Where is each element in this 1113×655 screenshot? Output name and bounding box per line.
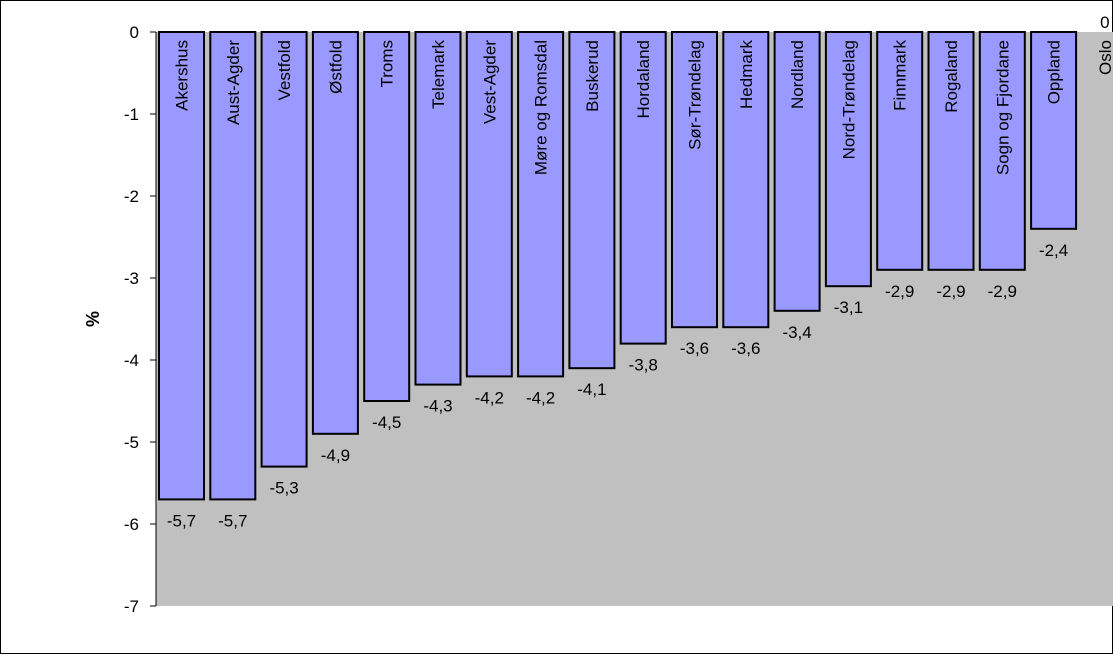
category-label: Møre og Romsdal — [532, 40, 551, 175]
data-label: -5,7 — [167, 511, 196, 530]
data-label: -4,5 — [372, 413, 401, 432]
data-label: -4,1 — [577, 380, 606, 399]
data-label: -3,6 — [680, 339, 709, 358]
data-label: -4,2 — [526, 388, 555, 407]
data-label: -4,2 — [475, 388, 504, 407]
y-tick-label: -4 — [124, 351, 139, 370]
y-axis-title: % — [83, 311, 103, 327]
data-label: -2,9 — [936, 282, 965, 301]
data-label: -4,9 — [321, 446, 350, 465]
y-tick-label: -7 — [124, 597, 139, 616]
category-label: Telemark — [429, 40, 448, 109]
category-label: Vestfold — [275, 40, 294, 101]
category-label: Oslo — [1096, 40, 1113, 75]
data-label: -3,6 — [731, 339, 760, 358]
category-label: Østfold — [326, 40, 345, 94]
category-label: Aust-Agder — [224, 40, 243, 125]
data-label: -4,3 — [423, 397, 452, 416]
y-tick-label: -2 — [124, 187, 139, 206]
category-label: Finnmark — [891, 40, 910, 111]
category-label: Rogaland — [942, 40, 961, 113]
category-label: Sogn og Fjordane — [993, 40, 1012, 175]
data-label: -2,9 — [885, 282, 914, 301]
data-label: -3,1 — [834, 298, 863, 317]
data-label: -2,9 — [988, 282, 1017, 301]
data-label: -2,4 — [1039, 241, 1068, 260]
category-label: Sør-Trøndelag — [686, 40, 705, 150]
y-tick-label: -5 — [124, 433, 139, 452]
category-label: Akershus — [173, 40, 192, 111]
data-label: -5,3 — [269, 479, 298, 498]
data-label: -3,8 — [629, 356, 658, 375]
category-label: Hordaland — [634, 40, 653, 118]
category-label: Nordland — [788, 40, 807, 109]
category-label: Nord-Trøndelag — [839, 40, 858, 159]
category-label: Troms — [378, 40, 397, 88]
data-label: -3,4 — [782, 323, 811, 342]
category-label: Buskerud — [583, 40, 602, 112]
category-label: Hedmark — [737, 40, 756, 109]
category-label: Vest-Agder — [480, 40, 499, 124]
y-tick-label: -1 — [124, 105, 139, 124]
data-label: -5,7 — [218, 511, 247, 530]
data-label: 0 — [1100, 13, 1109, 32]
y-tick-label: 0 — [130, 23, 139, 42]
y-tick-label: -3 — [124, 269, 139, 288]
category-label: Oppland — [1045, 40, 1064, 104]
y-tick-label: -6 — [124, 515, 139, 534]
y-axis: 0 -1 -2 -3 -4 -5 -6 -7 — [124, 23, 156, 616]
